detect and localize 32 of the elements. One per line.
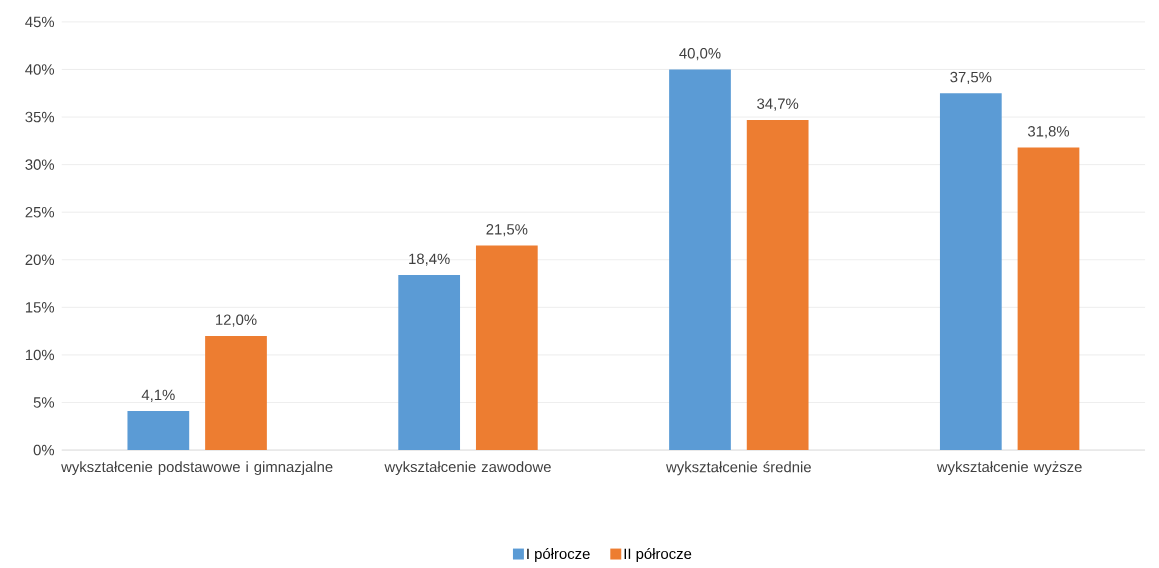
bar [205, 336, 267, 451]
bar [1017, 147, 1080, 451]
y-tick-label: 0% [33, 445, 55, 456]
y-tick-label: 25% [25, 207, 55, 218]
x-tick-label: wykształcenie podstawowe i gimnazjalne [61, 461, 333, 476]
data-label: 4,1% [141, 389, 175, 403]
x-tick-label: wykształcenie wyższe [936, 461, 1082, 476]
bar [127, 411, 190, 451]
x-tick-label: wykształcenie zawodowe [384, 461, 551, 476]
data-label: 34,7% [757, 98, 799, 111]
data-label: 37,5% [950, 72, 992, 85]
bar [475, 245, 538, 451]
y-tick-label: 40% [25, 64, 55, 75]
bar [398, 275, 461, 451]
y-tick-label: 20% [25, 254, 55, 266]
legend-label: II półrocze [624, 548, 692, 563]
data-label: 40,0% [679, 48, 721, 61]
y-tick-label: 45% [25, 16, 55, 28]
bar [669, 69, 731, 451]
data-label: 18,4% [409, 253, 450, 267]
bar [939, 93, 1002, 451]
y-tick-label: 30% [25, 159, 55, 171]
y-tick-label: 35% [25, 112, 55, 123]
y-tick-label: 15% [25, 302, 55, 313]
y-tick-label: 10% [25, 349, 55, 361]
legend-label: I półrocze [527, 548, 590, 563]
data-label: 12,0% [216, 314, 257, 327]
data-label: 21,5% [486, 224, 528, 237]
data-label: 31,8% [1027, 126, 1070, 139]
x-tick-label: wykształcenie średnie [666, 461, 811, 476]
bar [746, 120, 809, 451]
y-tick-label: 5% [33, 397, 55, 408]
